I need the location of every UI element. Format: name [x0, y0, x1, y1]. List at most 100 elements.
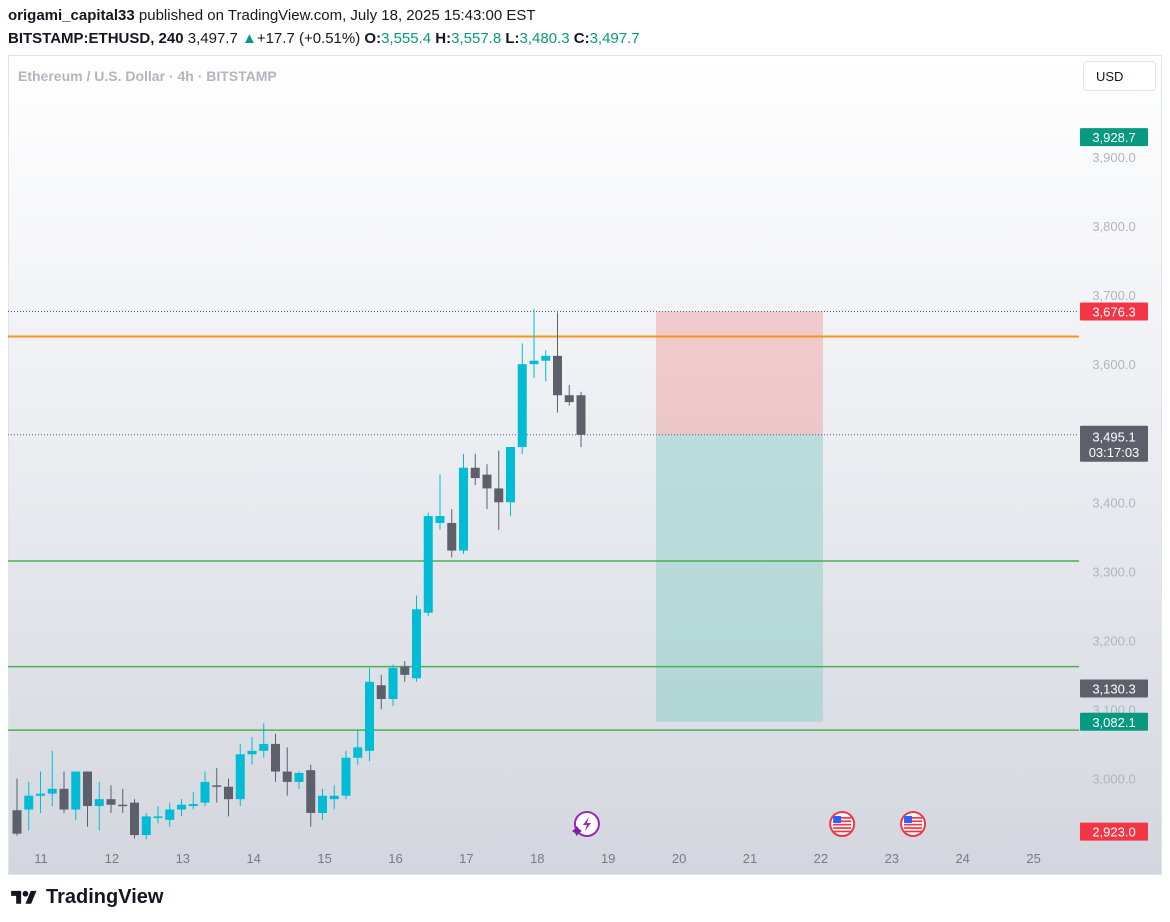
x-tick-label: 22 — [814, 851, 828, 866]
candle-body — [318, 795, 327, 813]
price-label-text: 2,923.0 — [1092, 825, 1135, 840]
candle-body — [141, 816, 151, 836]
candle-body — [564, 395, 574, 403]
candle-body — [553, 355, 562, 396]
candle — [83, 771, 92, 827]
candle — [235, 743, 245, 807]
candle-body — [365, 681, 374, 751]
x-tick-label: 13 — [176, 851, 190, 866]
price-label-bg — [1080, 427, 1148, 446]
flag-stripe — [833, 820, 852, 823]
candle-body — [83, 771, 92, 807]
candle — [177, 799, 186, 817]
flag-stripe — [833, 827, 852, 829]
y-tick-label: 3,400.0 — [1092, 495, 1135, 510]
flag-stripe — [904, 827, 923, 829]
low-label: L: — [505, 30, 520, 47]
flag-stripe — [904, 817, 923, 819]
candle — [470, 453, 480, 485]
y-tick-label: 3,300.0 — [1092, 564, 1135, 579]
price-label-bg — [1080, 822, 1148, 841]
x-tick-label: 16 — [388, 851, 402, 866]
price-label-bg — [1080, 128, 1148, 147]
candle-body — [400, 666, 410, 675]
x-tick-label: 19 — [601, 851, 615, 866]
candle-body — [423, 516, 433, 613]
publisher-name[interactable]: origami_capital33 — [8, 7, 135, 24]
candle — [329, 785, 339, 810]
candle — [12, 778, 22, 836]
sparkle-glyph — [571, 826, 582, 836]
price-axis-label: 3,082.1 — [1080, 712, 1148, 731]
x-tick-label: 12 — [105, 851, 119, 866]
candle — [341, 750, 351, 800]
last-price: 3,497.7 — [187, 30, 238, 47]
candle — [564, 384, 574, 406]
candle — [224, 778, 233, 817]
us-flag-icon — [900, 811, 927, 837]
candle-body — [271, 743, 280, 772]
candle-body — [247, 750, 257, 755]
published-text: published on TradingView.com, July 18, 2… — [138, 7, 536, 24]
candle-body — [59, 788, 69, 810]
candle-body — [71, 771, 81, 810]
price-label-text: 3,082.1 — [1092, 715, 1135, 730]
close-label: C: — [573, 30, 590, 47]
candle-body — [447, 522, 457, 551]
candle — [36, 771, 45, 813]
tradingview-logo-icon — [11, 890, 37, 904]
candle-body — [188, 803, 198, 807]
candle-body — [341, 757, 351, 796]
candle — [118, 788, 128, 813]
y-tick-label: 3,600.0 — [1092, 357, 1135, 372]
candle — [47, 750, 57, 807]
tradingview-footer: TradingView — [8, 886, 163, 909]
x-tick-label: 23 — [885, 851, 899, 866]
candle — [259, 723, 269, 758]
candle — [482, 464, 492, 510]
candle-body — [494, 488, 504, 503]
candle-body — [576, 395, 586, 435]
y-tick-label: 3,200.0 — [1092, 633, 1135, 648]
open-label: O: — [364, 30, 382, 47]
price-axis-label: 3,928.7 — [1080, 128, 1148, 147]
candle — [576, 391, 586, 448]
candle — [94, 781, 104, 831]
high-value: 3,557.8 — [451, 30, 502, 47]
candle-body — [36, 793, 45, 796]
candle — [24, 781, 34, 831]
candle — [294, 771, 304, 789]
x-tick-label: 21 — [743, 851, 757, 866]
x-tick-label: 15 — [317, 851, 331, 866]
price-label-text: 3,495.1 — [1092, 430, 1135, 445]
candle — [141, 812, 151, 840]
candle — [130, 799, 139, 839]
flag-stripe — [904, 823, 923, 826]
candle — [282, 747, 292, 796]
currency-button[interactable]: USD — [1083, 61, 1156, 91]
low-value: 3,480.3 — [519, 30, 570, 47]
candle — [506, 447, 515, 517]
flag-canton — [833, 816, 842, 823]
chart-pane[interactable] — [8, 55, 1162, 875]
countdown-label-text: 03:17:03 — [1089, 445, 1140, 460]
x-tick-label: 24 — [955, 851, 969, 866]
price-axis-label: 3,130.3 — [1080, 679, 1148, 698]
candle — [400, 661, 410, 682]
price-label-text: 3,130.3 — [1092, 681, 1135, 696]
candle-body — [376, 685, 386, 700]
candle — [553, 312, 562, 413]
candle-body — [259, 743, 269, 751]
candle — [200, 771, 210, 807]
candle-body — [459, 467, 468, 551]
candle — [59, 771, 69, 813]
flag-canton — [904, 816, 913, 823]
y-tick-label: 3,900.0 — [1092, 150, 1135, 165]
price-change: +17.7 (+0.51%) — [256, 30, 361, 47]
candle — [435, 474, 445, 530]
candle-body — [94, 799, 104, 807]
candle-body — [517, 364, 527, 448]
x-tick-label: 20 — [672, 851, 686, 866]
candle-body — [435, 516, 445, 523]
